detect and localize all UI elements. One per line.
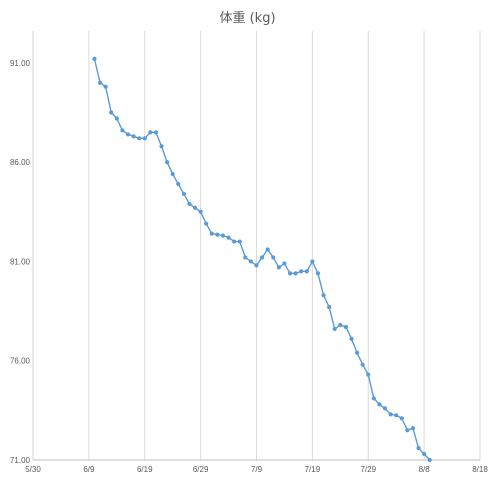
data-point (366, 372, 371, 377)
x-tick-label: 7/19 (305, 465, 321, 474)
data-point (360, 362, 365, 367)
data-point (248, 259, 254, 264)
data-point (276, 265, 281, 270)
data-point (382, 406, 388, 411)
data-point (243, 255, 248, 260)
data-point (125, 132, 131, 137)
y-tick-label: 86.00 (10, 158, 31, 167)
data-point (254, 263, 259, 268)
chart-title: 体重 (kg) (219, 11, 276, 26)
x-tick-label: 7/9 (251, 465, 263, 474)
data-point (332, 326, 337, 332)
data-point (394, 413, 399, 418)
data-point (109, 110, 114, 115)
data-point (299, 269, 304, 274)
data-point (181, 191, 186, 197)
data-point (265, 247, 270, 252)
data-point (282, 261, 287, 266)
data-point (92, 56, 97, 61)
data-point (310, 259, 315, 264)
data-point (142, 136, 147, 141)
x-tick-label: 6/19 (137, 465, 153, 474)
data-point (114, 116, 119, 121)
data-point (405, 428, 410, 433)
y-tick-label: 71.00 (10, 456, 31, 465)
data-point (287, 271, 293, 276)
data-point (237, 239, 242, 244)
x-tick-label: 6/9 (83, 465, 95, 474)
data-point (304, 269, 309, 274)
data-point (215, 232, 220, 237)
data-point (259, 255, 265, 260)
data-point (416, 445, 421, 451)
data-point (422, 451, 427, 457)
x-tick-label: 8/8 (419, 465, 431, 474)
data-point (338, 322, 343, 328)
x-tick-label: 8/18 (472, 465, 488, 474)
data-point (410, 426, 416, 431)
data-point (148, 130, 153, 135)
data-point (349, 336, 354, 341)
y-tick-label: 76.00 (10, 357, 31, 366)
data-point (343, 324, 348, 330)
data-point (399, 416, 404, 421)
data-point (198, 209, 203, 214)
data-point (159, 144, 164, 149)
data-point (226, 235, 231, 240)
data-point (388, 412, 393, 417)
data-point (321, 293, 326, 298)
data-point (293, 271, 298, 276)
data-point (232, 239, 237, 244)
data-point (97, 80, 103, 85)
data-point (427, 457, 432, 463)
data-point (327, 305, 332, 310)
data-point (165, 160, 170, 165)
data-point (131, 134, 136, 139)
y-tick-label: 91.00 (10, 59, 31, 68)
data-point (209, 231, 214, 236)
x-tick-label: 5/30 (25, 465, 41, 474)
data-point (187, 201, 192, 206)
data-point (120, 128, 125, 133)
data-point (103, 84, 108, 89)
data-point (137, 136, 142, 141)
data-point (170, 171, 175, 177)
x-tick-label: 6/29 (193, 465, 209, 474)
data-point (271, 255, 276, 260)
data-point (220, 233, 226, 238)
x-tick-label: 7/29 (360, 465, 376, 474)
data-point (377, 402, 382, 407)
data-point (204, 221, 209, 226)
data-point (176, 181, 181, 187)
data-point (315, 271, 321, 276)
data-point (192, 205, 198, 210)
data-point (371, 396, 376, 401)
y-tick-label: 81.00 (10, 257, 31, 266)
data-point (354, 350, 360, 355)
data-point (153, 130, 159, 135)
